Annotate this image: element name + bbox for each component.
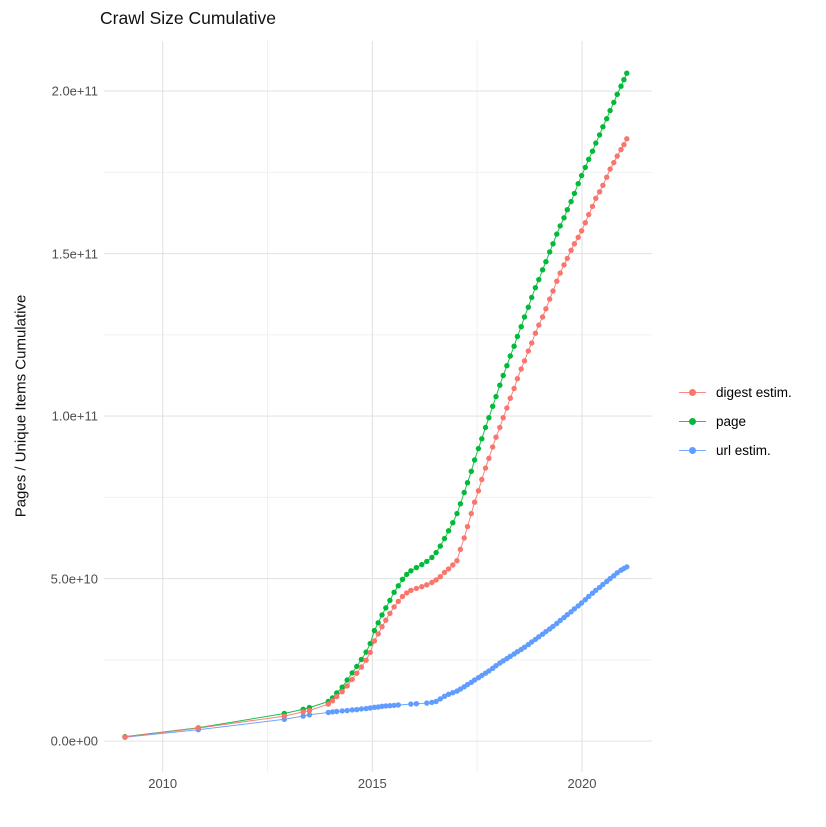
x-tick-label: 2010 xyxy=(148,776,178,791)
y-tick-label: 2.0e+11 xyxy=(51,83,98,99)
x-tick-label: 2020 xyxy=(567,776,597,791)
x-tick-label: 2015 xyxy=(357,776,387,791)
y-tick-label: 5.0e+10 xyxy=(50,571,98,587)
legend: digest estim. page url estim. xyxy=(679,378,792,465)
legend-key xyxy=(679,385,706,400)
y-tick-label: 0.0e+00 xyxy=(50,733,98,749)
y-tick-label: 1.5e+11 xyxy=(51,246,98,262)
legend-key xyxy=(679,414,706,429)
legend-label: url estim. xyxy=(716,443,771,458)
legend-item: url estim. xyxy=(679,436,792,465)
y-axis-title: Pages / Unique Items Cumulative xyxy=(12,294,30,518)
legend-point-swatch-icon xyxy=(689,389,696,396)
legend-item: digest estim. xyxy=(679,378,792,407)
chart-title: Crawl Size Cumulative xyxy=(100,8,277,28)
legend-point-swatch-icon xyxy=(689,418,696,425)
legend-point-swatch-icon xyxy=(689,447,696,454)
y-tick-label: 1.0e+11 xyxy=(51,408,98,424)
legend-key xyxy=(679,443,706,458)
legend-item: page xyxy=(679,407,792,436)
legend-label: page xyxy=(716,414,747,429)
legend-label: digest estim. xyxy=(716,385,792,400)
